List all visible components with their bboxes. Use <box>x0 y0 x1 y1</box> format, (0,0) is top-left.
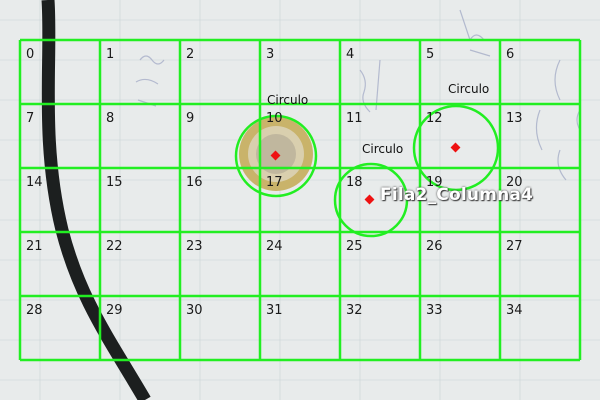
cable <box>41 0 151 400</box>
grid-cell-number: 20 <box>506 175 523 190</box>
grid-cell-number: 0 <box>26 47 35 62</box>
detection-circle-3 <box>333 162 409 238</box>
grid-cell-number: 24 <box>266 239 283 254</box>
result-label: Fila2_Columna4 <box>380 185 534 205</box>
detection-label-1: Circulo <box>267 93 309 107</box>
grid-cell-number: 15 <box>106 175 123 190</box>
center-point-3 <box>364 194 375 205</box>
grid-cell-number: 13 <box>506 111 523 126</box>
grid-cell-number: 27 <box>506 239 523 254</box>
detection-label-3: Circulo <box>362 142 404 156</box>
grid-cell-number: 26 <box>426 239 443 254</box>
grid-cell-number: 8 <box>106 111 115 126</box>
detection-grid <box>18 38 582 362</box>
grid-cell-number: 7 <box>26 111 35 126</box>
grid-cell-number: 2 <box>186 47 195 62</box>
center-point-2 <box>450 142 461 153</box>
grid-cell-number: 19 <box>426 175 443 190</box>
grid-cell-number: 34 <box>506 303 523 318</box>
center-point-1 <box>270 150 281 161</box>
grid-cell-number: 11 <box>346 111 363 126</box>
grid-cell-number: 5 <box>426 47 435 62</box>
grid-cell-number: 30 <box>186 303 203 318</box>
grid-cell-number: 12 <box>426 111 443 126</box>
grid-cell-number: 32 <box>346 303 363 318</box>
grid-cell-number: 18 <box>346 175 363 190</box>
grid-cell-number: 22 <box>106 239 123 254</box>
grid-cell-number: 31 <box>266 303 283 318</box>
grid-cell-number: 17 <box>266 175 283 190</box>
grid-cell-number: 16 <box>186 175 203 190</box>
grid-cell-number: 1 <box>106 47 115 62</box>
grid-cell-number: 3 <box>266 47 275 62</box>
grid-cell-number: 4 <box>346 47 355 62</box>
grid-cell-number: 33 <box>426 303 443 318</box>
grid-cell-number: 25 <box>346 239 363 254</box>
detection-circle-2 <box>412 104 500 192</box>
grid-cell-number: 10 <box>266 111 283 126</box>
grid-cell-number: 28 <box>26 303 43 318</box>
grid-cell-number: 14 <box>26 175 43 190</box>
detection-label-2: Circulo <box>448 82 490 96</box>
grid-cell-number: 29 <box>106 303 123 318</box>
grid-cell-number: 21 <box>26 239 43 254</box>
grid-cell-number: 6 <box>506 47 515 62</box>
detection-circle-1 <box>234 114 318 198</box>
grid-cell-number: 9 <box>186 111 195 126</box>
grid-cell-number: 23 <box>186 239 203 254</box>
